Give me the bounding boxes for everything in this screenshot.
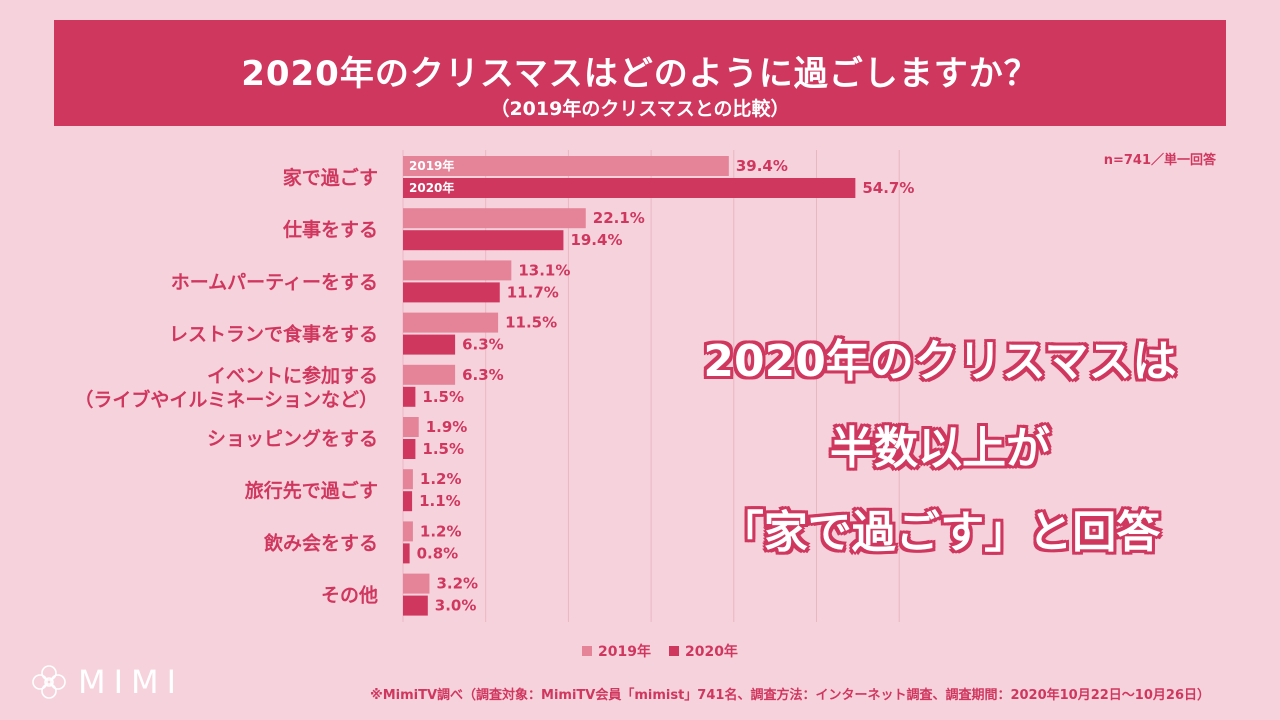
bar-2019 <box>403 260 512 281</box>
mimi-flower-icon <box>32 665 66 699</box>
page-title: 2020年のクリスマスはどのように過ごしますか？ <box>241 54 1039 94</box>
title-banner: 2020年のクリスマスはどのように過ごしますか？ （2019年のクリスマスとの比… <box>54 20 1226 126</box>
data-label: 1.1% <box>419 492 461 510</box>
category-label: イベントに参加する <box>207 364 378 387</box>
bar-2019 <box>403 364 456 385</box>
chart-legend: 2019年 2020年 <box>582 641 738 661</box>
data-label: 19.4% <box>570 231 622 249</box>
category-label: 飲み会をする <box>263 531 378 554</box>
category-label: レストランで食事をする <box>169 323 378 346</box>
category-label: その他 <box>321 584 378 607</box>
callout-line-2: 半数以上が <box>830 423 1050 474</box>
data-label: 3.0% <box>435 597 477 615</box>
category-label: 家で過ごす <box>283 166 378 189</box>
legend-label-2019: 2019年 <box>598 644 651 660</box>
bar-2020 <box>403 230 564 251</box>
legend-swatch-2020 <box>668 646 679 656</box>
data-label: 11.7% <box>507 283 559 301</box>
inbar-series-label: 2020年 <box>409 180 454 195</box>
data-label: 11.5% <box>505 314 557 332</box>
bar-2019 <box>403 573 430 594</box>
inbar-series-label: 2019年 <box>409 158 454 173</box>
bar-2020 <box>403 491 413 512</box>
data-label: 6.3% <box>462 336 504 354</box>
category-label: 旅行先で過ごす <box>245 479 378 502</box>
bar-2020 <box>403 543 410 564</box>
data-label: 39.4% <box>736 157 788 175</box>
data-label: 1.2% <box>420 522 462 540</box>
data-label: 3.2% <box>436 575 478 593</box>
bar-2020 <box>403 282 500 303</box>
bar-2020 <box>403 334 456 355</box>
legend-swatch-2019 <box>582 646 592 656</box>
bar-2019 <box>403 417 419 437</box>
brand-logo: MIMI <box>30 663 184 701</box>
data-label: 1.2% <box>420 470 462 488</box>
bar-2019 <box>403 312 499 333</box>
data-label: 0.8% <box>417 544 459 562</box>
footer-note: ※MimiTV調べ（調査対象：MimiTV会員「mimist」741名、調査方法… <box>370 688 1210 703</box>
bar-2020 <box>403 439 416 459</box>
logo-wordmark: MIMI <box>78 663 185 701</box>
data-label: 6.3% <box>462 366 504 384</box>
data-label: 13.1% <box>518 261 570 279</box>
bar-2020 <box>403 595 428 616</box>
legend-label-2020: 2020年 <box>684 644 738 660</box>
bar-2020 <box>403 386 416 407</box>
category-label: 仕事をする <box>282 218 378 241</box>
bar-2019 <box>403 156 729 176</box>
category-label: （ライブやイルミネーションなど） <box>74 388 378 411</box>
category-label: ショッピングをする <box>207 427 378 450</box>
data-label: 1.5% <box>422 440 464 458</box>
data-label: 22.1% <box>593 209 645 227</box>
bar-2019 <box>403 521 413 542</box>
legend-item-2019: 2019年 <box>582 641 651 661</box>
data-label: 1.9% <box>426 418 468 436</box>
category-label: ホームパーティーをする <box>171 271 378 293</box>
data-label: 54.7% <box>862 179 914 197</box>
bar-2019 <box>403 208 586 229</box>
bar-2020 <box>403 178 856 198</box>
bar-2019 <box>403 469 413 490</box>
legend-item-2020: 2020年 <box>668 641 738 661</box>
callout-line-1: 2020年のクリスマスは <box>703 336 1177 387</box>
callout-line-3: 「家で過ごす」と回答 <box>719 507 1161 558</box>
sample-note: n=741／単一回答 <box>1103 153 1216 168</box>
data-label: 1.5% <box>422 388 464 406</box>
page-subtitle: （2019年のクリスマスとの比較） <box>490 98 790 120</box>
